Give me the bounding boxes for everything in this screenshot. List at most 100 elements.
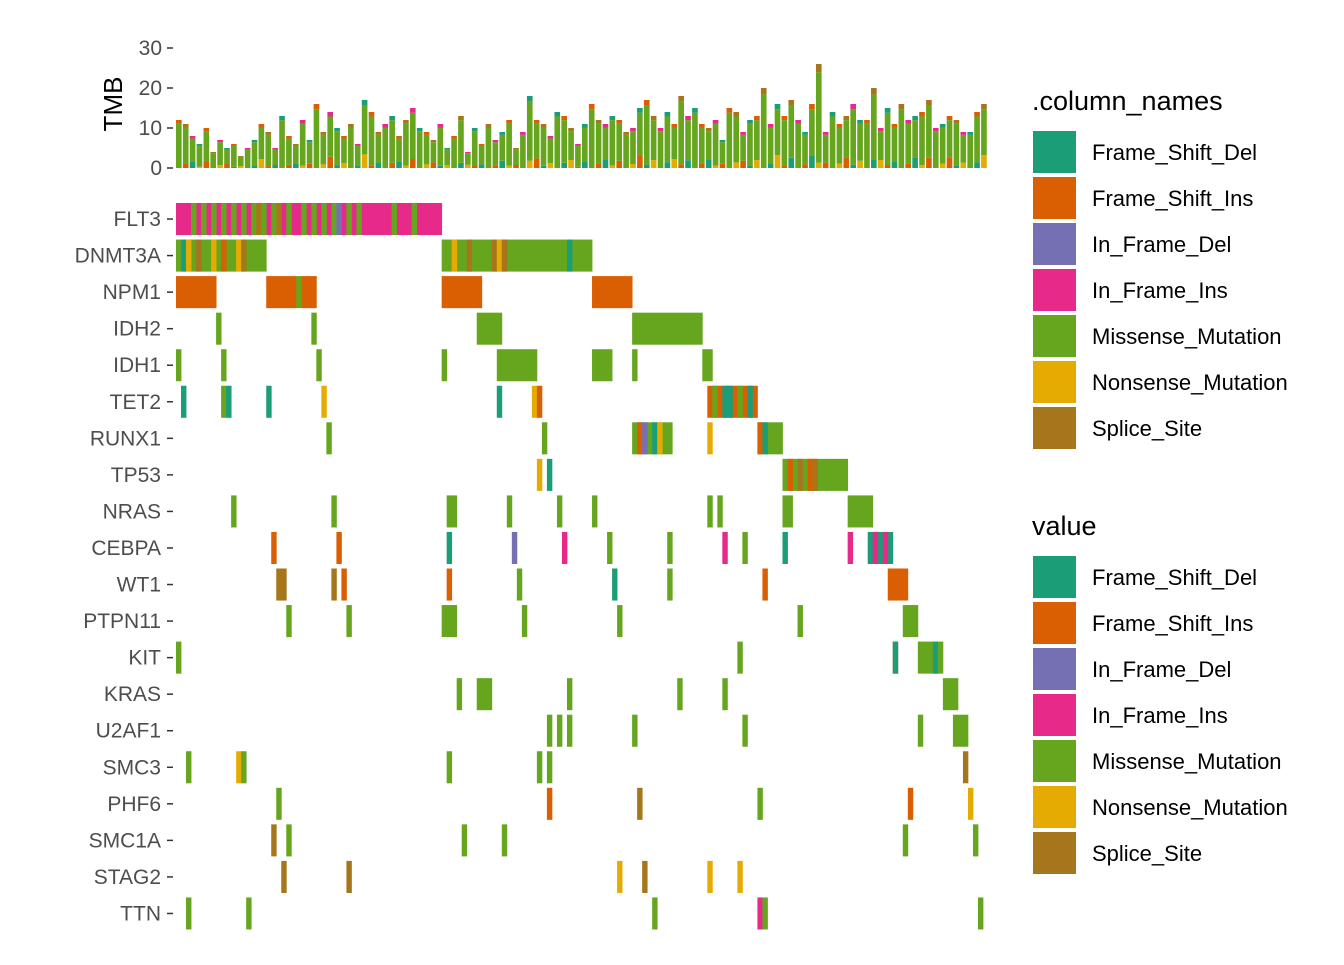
tmb-bar-segment	[919, 165, 925, 168]
mutation-cell	[882, 531, 889, 564]
tmb-bar-segment	[698, 163, 705, 168]
mutation-cell	[521, 605, 528, 638]
tmb-bar-segment	[423, 132, 430, 135]
tmb-bar-segment	[788, 157, 795, 168]
mutation-cell	[917, 714, 924, 747]
tmb-bar-segment	[327, 156, 334, 168]
tmb-bar-segment	[554, 112, 561, 117]
mutation-cell	[296, 276, 302, 309]
tmb-bar-segment	[299, 120, 306, 124]
mutation-cell	[496, 385, 503, 418]
tmb-bar-segment	[685, 160, 691, 168]
mutation-cell	[281, 860, 287, 893]
mutation-cell	[466, 239, 473, 272]
tmb-bar	[685, 120, 691, 161]
tmb-bar-segment	[602, 124, 609, 128]
tmb-bar-segment	[354, 144, 361, 146]
tmb-bar-segment	[815, 64, 822, 73]
tmb-bar	[637, 112, 643, 156]
tmb-bar-segment	[478, 164, 485, 168]
tmb-bar-segment	[451, 136, 457, 139]
tmb-bar-segment	[588, 104, 595, 110]
tmb-bar-segment	[196, 144, 203, 146]
mutation-cell	[441, 349, 448, 382]
tmb-bar	[506, 123, 512, 166]
gene-label: SMC3	[103, 756, 161, 779]
tmb-bar	[182, 127, 189, 164]
tmb-bar	[478, 145, 485, 165]
tmb-bar	[602, 127, 609, 160]
legend-label: In_Frame_Del	[1092, 232, 1231, 257]
mutation-cell	[211, 203, 217, 236]
gene-label: TET2	[110, 391, 161, 414]
tmb-bar-segment	[176, 120, 182, 124]
mutation-block	[301, 276, 317, 309]
tmb-bar	[251, 142, 258, 166]
mutation-cell	[762, 422, 768, 455]
tmb-bar-segment	[726, 108, 733, 113]
mutation-block	[782, 495, 793, 528]
tmb-bar-segment	[760, 88, 767, 95]
tmb-bar	[919, 116, 925, 166]
tmb-bar	[630, 131, 636, 164]
tmb-bar	[444, 149, 451, 165]
mutation-cell	[321, 203, 327, 236]
legend-swatch	[1033, 223, 1076, 265]
legend-title: value	[1032, 511, 1097, 541]
tmb-bar	[781, 120, 788, 166]
tmb-bar	[588, 109, 595, 168]
tmb-bar-segment	[650, 116, 657, 121]
mutation-cell	[186, 897, 192, 930]
tmb-bar-segment	[217, 140, 223, 143]
mutation-cell	[181, 385, 187, 418]
mutation-cell	[276, 203, 282, 236]
tmb-tick-label: 30	[139, 37, 162, 60]
tmb-bar-segment	[396, 161, 402, 168]
tmb-bar-segment	[926, 157, 932, 168]
mutation-cell	[546, 787, 553, 820]
tmb-bar	[905, 123, 912, 164]
mutation-cell	[541, 422, 548, 455]
mutation-cell	[737, 860, 743, 893]
legend-swatch	[1033, 602, 1076, 644]
tmb-bar-segment	[499, 160, 506, 168]
tmb-bar	[857, 123, 863, 161]
tmb-bar-segment	[575, 166, 581, 168]
tmb-bar-panel	[176, 64, 987, 168]
gene-label: IDH1	[113, 354, 161, 377]
mutation-cell	[737, 641, 743, 674]
tmb-bar-segment	[465, 164, 471, 168]
tmb-bar-segment	[974, 112, 980, 117]
tmb-bar-segment	[292, 163, 299, 168]
mutation-cell	[932, 641, 939, 674]
tmb-bar-segment	[671, 124, 678, 128]
tmb-bar-segment	[712, 120, 719, 124]
mutation-cell	[747, 385, 753, 418]
mutation-block	[592, 276, 633, 309]
tmb-bar-segment	[905, 163, 912, 168]
tmb-bar-segment	[368, 165, 375, 168]
tmb-bar-segment	[485, 124, 492, 128]
tmb-bar	[836, 127, 843, 164]
tmb-bar-segment	[643, 100, 650, 106]
tmb-bar	[747, 123, 753, 166]
tmb-bar-segment	[430, 162, 437, 168]
tmb-bar	[726, 112, 733, 168]
tmb-bar	[926, 105, 932, 158]
tmb-bar	[616, 123, 623, 161]
mutation-cell	[446, 568, 453, 601]
mutation-cell	[241, 751, 247, 784]
tmb-bar-segment	[189, 136, 196, 139]
legend-area: .column_names Frame_Shift_Del Frame_Shift_…	[1032, 86, 1288, 874]
tmb-bar-segment	[678, 96, 684, 102]
tmb-bar-segment	[182, 124, 189, 128]
tmb-bar	[657, 131, 664, 168]
tmb-bar-segment	[609, 165, 616, 168]
tmb-bar-segment	[884, 108, 891, 113]
legend-label: In_Frame_Del	[1092, 657, 1231, 682]
tmb-bar-segment	[926, 100, 932, 106]
tmb-bar-segment	[361, 100, 368, 106]
tmb-bar	[430, 142, 437, 163]
tmb-bar	[582, 127, 588, 162]
tmb-bar	[375, 134, 382, 163]
